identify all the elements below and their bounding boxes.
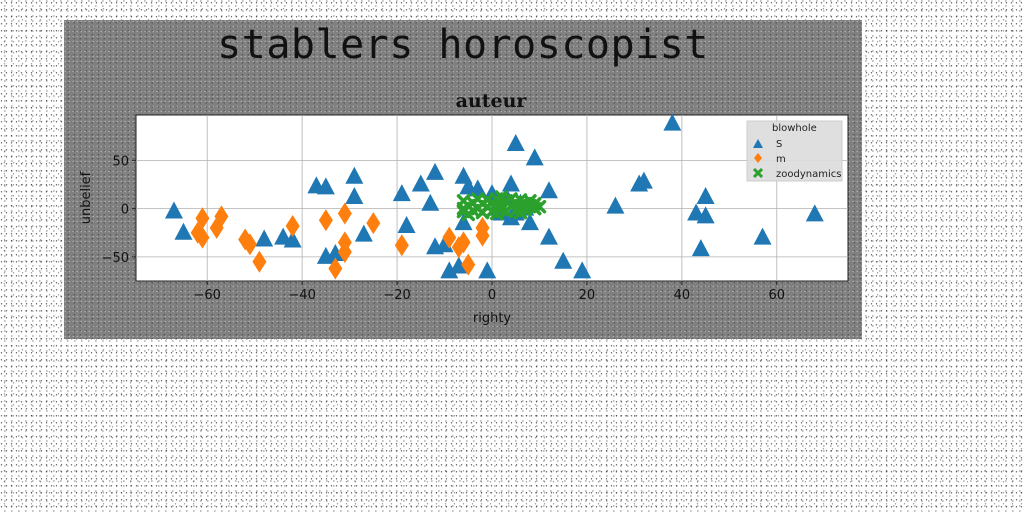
point-m [461,253,476,276]
legend-label-m: m [776,154,786,165]
point-s [440,261,459,279]
x-tick-label: −20 [383,288,410,303]
x-tick-label: 0 [488,288,496,303]
point-zoodynamics [532,199,547,214]
point-s [520,213,539,231]
point-s [506,133,525,151]
point-m [475,216,490,239]
point-s [468,179,487,197]
x-tick-label: 60 [769,288,786,303]
plot-title: auteur [456,90,528,112]
point-zoodynamics [456,201,471,216]
point-s [501,174,520,192]
point-m [328,257,343,280]
legend-diamond-icon [754,153,762,163]
y-axis-label: unbelief [79,171,94,224]
point-s [573,261,592,279]
point-s [354,224,373,242]
legend-box [746,120,843,182]
point-m [442,226,457,249]
point-s [525,148,544,166]
point-m [285,214,300,237]
point-s [345,166,364,184]
point-s [174,222,193,240]
data-points [164,113,824,280]
legend: blowhole S m zoodynamics [746,120,843,182]
point-s [691,239,710,257]
point-s [164,201,183,219]
point-m [394,234,409,257]
point-m [337,241,352,264]
scatter-chart: auteur −60 −40 −20 0 20 40 60 −50 0 50 righty unb… [79,90,849,326]
figure-background: stablers horoscopist auteur −60 −40 −20 0 20… [64,20,862,339]
point-s [326,243,345,261]
legend-label-s: S [776,139,782,150]
point-s [634,171,653,189]
point-m [242,233,257,256]
point-s [283,230,302,248]
x-tick-label: 40 [674,288,691,303]
x-tick-label: 20 [579,288,596,303]
point-s [411,174,430,192]
x-axis-label: righty [473,311,512,326]
point-s [606,196,625,214]
point-m [252,250,267,273]
legend-title: blowhole [772,123,817,134]
point-m [195,226,210,249]
y-tick-label: 0 [121,203,129,218]
legend-x-icon [752,167,764,179]
point-s [539,227,558,245]
x-tick-label: −60 [193,288,220,303]
point-s [696,206,715,224]
point-m [209,216,224,239]
point-s [539,181,558,199]
point-m [337,202,352,225]
point-s [663,113,682,131]
axis-ticks: −60 −40 −20 0 20 40 60 −50 0 50 [102,154,786,303]
point-s [805,204,824,222]
point-s [397,215,416,233]
legend-label-zoodynamics: zoodynamics [776,169,841,180]
point-s [696,187,715,205]
point-s [753,227,772,245]
point-s [478,261,497,279]
y-tick-label: −50 [102,251,129,266]
point-m [456,231,471,254]
banner-title: stablers horoscopist [217,22,709,68]
point-s [345,187,364,205]
point-s [255,229,274,247]
y-tick-label: 50 [112,154,129,169]
point-m [366,212,381,235]
point-s [449,256,468,274]
point-s [316,177,335,195]
x-tick-label: −40 [288,288,315,303]
point-s [454,213,473,231]
legend-triangle-icon [753,139,763,148]
point-s [554,251,573,269]
point-s [426,162,445,180]
point-s [392,184,411,202]
point-zoodynamics [494,190,509,204]
point-m [318,209,333,232]
point-s [421,193,440,211]
